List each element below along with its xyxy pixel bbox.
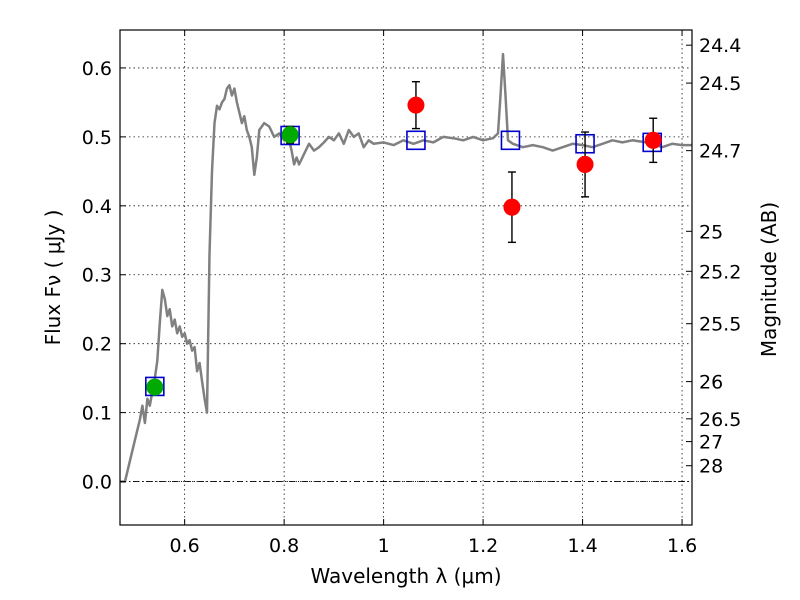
- data-point-3-1: [503, 198, 521, 216]
- mag-tick-label-4: 25.2: [699, 261, 741, 283]
- plot-frame: [119, 29, 693, 526]
- x-tick-label-1: 0.8: [269, 535, 299, 557]
- grid: [120, 30, 692, 525]
- data-point-2-0: [146, 378, 164, 396]
- mag-tick-label-3: 25: [699, 221, 723, 243]
- y2-axis-label: Magnitude (AB): [757, 202, 781, 357]
- mag-tick-label-7: 26.5: [699, 409, 741, 431]
- x-tick-label-0: 0.6: [170, 535, 200, 557]
- spectrum-layer: [120, 52, 692, 483]
- data-point-3-3: [644, 131, 662, 149]
- spectrum-line: [120, 52, 692, 483]
- y-tick-label-0: 0.0: [82, 472, 112, 494]
- y-tick-label-5: 0.5: [82, 127, 112, 149]
- y-tick-label-6: 0.6: [82, 58, 112, 80]
- data-point-3-2: [576, 155, 594, 173]
- data-point-3-0: [407, 96, 425, 114]
- x-tick-label-4: 1.4: [567, 535, 597, 557]
- mag-tick-label-0: 24.4: [699, 35, 741, 57]
- y-tick-label-3: 0.3: [82, 265, 112, 287]
- mag-tick-label-9: 28: [699, 456, 723, 478]
- y-tick-label-4: 0.4: [82, 196, 112, 218]
- mag-tick-label-8: 27: [699, 432, 723, 454]
- x-tick-label-2: 1: [378, 535, 390, 557]
- model-square-2: [406, 130, 426, 151]
- mag-tick-label-5: 25.5: [699, 314, 741, 336]
- markers-layer: [145, 81, 663, 397]
- mag-tick-label-1: 24.5: [699, 73, 741, 95]
- y-axis-label: Flux Fν ( μJy ): [41, 210, 65, 346]
- y-tick-label-2: 0.2: [82, 334, 112, 356]
- mag-tick-label-6: 26: [699, 372, 723, 394]
- data-point-2-1: [281, 126, 299, 144]
- x-tick-label-3: 1.2: [468, 535, 498, 557]
- mag-tick-label-2: 24.7: [699, 141, 741, 163]
- model-square-3: [500, 130, 521, 151]
- x-axis-label: Wavelength λ (μm): [310, 564, 501, 588]
- x-tick-label-5: 1.6: [667, 535, 697, 557]
- y-tick-label-1: 0.1: [82, 403, 112, 425]
- ticks: 0.6 0.8 1 1.2 1.4 1.6 0.0 0.1 0.2 0.3 0.4 0.5 0.6 24.…: [82, 30, 741, 557]
